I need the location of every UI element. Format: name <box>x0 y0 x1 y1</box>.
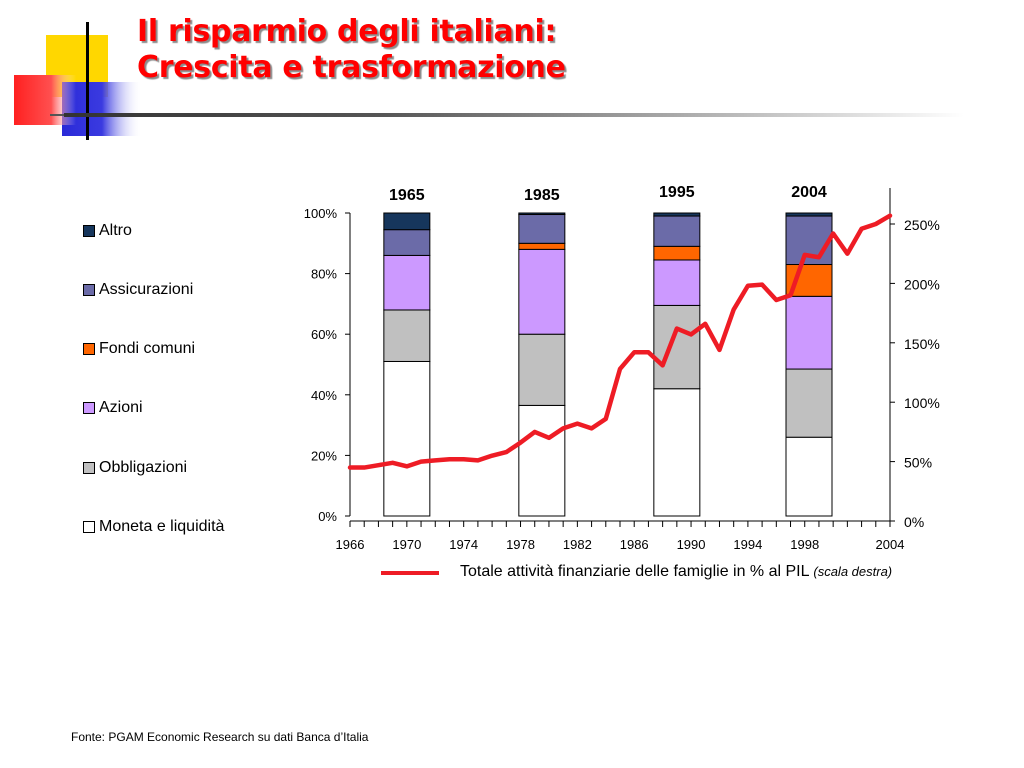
y-right-tick-label: 100% <box>904 395 940 411</box>
legend-item-fondi-comuni: Fondi comuni <box>83 339 195 359</box>
y-left-tick-label: 40% <box>311 388 337 403</box>
bar-segment <box>653 212 701 217</box>
bar-segment <box>518 248 566 335</box>
title-line-2: Crescita e trasformazione <box>137 50 566 85</box>
legend-swatch-moneta <box>83 521 95 533</box>
x-tick-label: 1994 <box>733 537 762 552</box>
bar-segment <box>653 388 701 517</box>
x-tick-label: 2004 <box>876 537 905 552</box>
legend-swatch-altro <box>83 225 95 237</box>
y-right-tick-label: 0% <box>904 514 924 530</box>
legend-label-obbligazioni: Obbligazioni <box>99 459 188 476</box>
bar-segment <box>518 242 566 250</box>
y-left-tick-label: 20% <box>311 448 337 463</box>
y-left-tick-label: 100% <box>304 206 338 221</box>
bar-segment <box>785 212 833 217</box>
legend-item-obbligazioni: Obbligazioni <box>83 458 187 478</box>
bar-segment <box>653 259 701 306</box>
legend-swatch-fondi-comuni <box>83 343 95 355</box>
legend-swatch-obbligazioni <box>83 462 95 474</box>
legend-label-assicurazioni: Assicurazioni <box>99 281 194 298</box>
bar-segment <box>518 214 566 244</box>
legend-item-azioni: Azioni <box>83 398 143 418</box>
bar-segment <box>518 404 566 517</box>
legend-item-moneta: Moneta e liquidità <box>83 517 224 537</box>
x-tick-label: 1998 <box>790 537 819 552</box>
y-left-tick-label: 60% <box>311 327 337 342</box>
line-legend-text: Totale attività finanziarie delle famigl… <box>460 563 809 580</box>
x-tick-label: 1990 <box>677 537 706 552</box>
bar-category-label: 2004 <box>791 184 827 201</box>
bar-category-label: 1985 <box>524 187 560 204</box>
legend-label-altro: Altro <box>99 222 132 239</box>
legend-swatch-assicurazioni <box>83 284 95 296</box>
x-tick-label: 1970 <box>392 537 421 552</box>
y-right-tick-label: 50% <box>904 455 932 471</box>
x-tick-label: 1986 <box>620 537 649 552</box>
y-right-tick-label: 250% <box>904 217 940 233</box>
legend-label-moneta: Moneta e liquidità <box>99 518 225 535</box>
title-underline <box>64 113 964 117</box>
bar-category-label: 1965 <box>389 187 425 204</box>
logo-decoration <box>14 22 142 140</box>
legend-label-fondi-comuni: Fondi comuni <box>99 340 196 357</box>
bar-category-label: 1995 <box>659 184 695 201</box>
bar-segment <box>383 212 431 231</box>
legend-item-altro: Altro <box>83 221 132 241</box>
bar-segment <box>653 304 701 390</box>
x-tick-label: 1978 <box>506 537 535 552</box>
y-left-tick-label: 80% <box>311 267 337 282</box>
legend-swatch-azioni <box>83 402 95 414</box>
bar-segment <box>785 295 833 370</box>
y-left-tick-label: 0% <box>318 509 337 524</box>
line-legend-swatch <box>381 571 439 575</box>
legend-item-assicurazioni: Assicurazioni <box>83 280 193 300</box>
x-tick-label: 1982 <box>563 537 592 552</box>
bar-segment <box>518 212 566 216</box>
line-legend-label: Totale attività finanziarie delle famigl… <box>460 563 892 581</box>
x-tick-label: 1974 <box>449 537 478 552</box>
line-legend-scale-note: (scala destra) <box>813 564 893 579</box>
x-tick-label: 1966 <box>336 537 365 552</box>
bar-segment <box>785 436 833 517</box>
title-line-1: Il risparmio degli italiani: <box>137 14 557 49</box>
bar-segment <box>383 360 431 517</box>
bar-segment <box>653 245 701 261</box>
bar-segment <box>383 254 431 311</box>
bar-segment <box>518 333 566 406</box>
legend-label-azioni: Azioni <box>99 399 143 416</box>
bar-segment <box>383 229 431 256</box>
line-series-total-financial-assets <box>347 213 893 470</box>
y-right-tick-label: 200% <box>904 276 940 292</box>
bar-segment <box>653 215 701 247</box>
slide-title: Il risparmio degli italiani: Crescita e … <box>137 14 566 86</box>
bar-segment <box>383 309 431 362</box>
bar-segment <box>785 368 833 438</box>
y-right-tick-label: 150% <box>904 336 940 352</box>
source-note: Fonte: PGAM Economic Research su dati Ba… <box>71 730 369 744</box>
